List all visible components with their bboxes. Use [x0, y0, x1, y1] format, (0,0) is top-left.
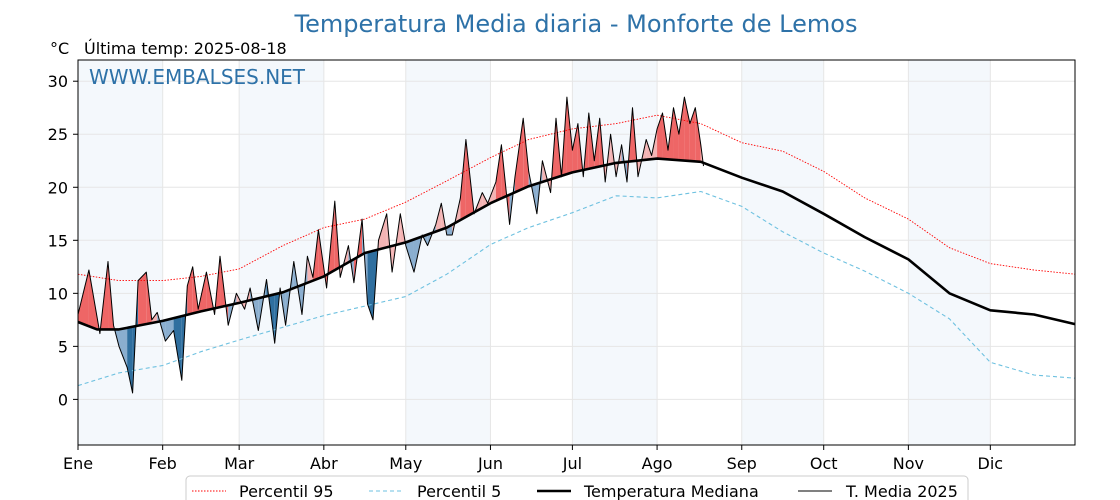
- deviation-fill: [566, 97, 573, 175]
- deviation-fill: [187, 266, 193, 315]
- y-unit-label: °C: [50, 39, 69, 58]
- month-band: [78, 60, 163, 445]
- y-tick-label: 15: [48, 231, 68, 250]
- watermark: WWW.EMBALSES.NET: [89, 65, 306, 89]
- legend: Percentil 95 Percentil 5 Temperatura Med…: [185, 475, 969, 500]
- month-band: [908, 60, 991, 445]
- x-tick-label: Nov: [893, 454, 924, 473]
- deviation-fill: [637, 139, 647, 177]
- x-tick-label: Ago: [642, 454, 673, 473]
- x-tick-label: Jun: [477, 454, 503, 473]
- deviation-fill: [367, 250, 374, 320]
- last-temp-label: Última temp: 2025-08-18: [84, 39, 287, 58]
- deviation-fill: [165, 318, 174, 342]
- month-band: [741, 60, 824, 445]
- month-band: [405, 60, 491, 445]
- y-tick-label: 25: [48, 125, 68, 144]
- deviation-fill: [627, 107, 633, 182]
- current-year-line: [77, 96, 704, 394]
- month-band: [239, 60, 324, 445]
- deviation-fill: [482, 192, 488, 208]
- deviation-fill: [695, 107, 701, 162]
- deviation-fill: [460, 139, 466, 220]
- legend-label-p5: Percentil 5: [417, 482, 501, 500]
- deviation-fill: [78, 270, 89, 327]
- month-band: [572, 60, 658, 445]
- percentil-95-line: [77, 114, 1076, 282]
- x-tick-label: Abr: [310, 454, 338, 473]
- x-tick-label: May: [389, 454, 422, 473]
- x-tick-label: Ene: [63, 454, 93, 473]
- x-tick-label: Oct: [810, 454, 838, 473]
- y-tick-label: 30: [48, 72, 68, 91]
- x-tick-label: Sep: [727, 454, 757, 473]
- month-bands: [78, 60, 991, 445]
- deviation-fill: [495, 144, 502, 201]
- y-tick-label: 0: [58, 390, 68, 409]
- deviation-fill: [657, 113, 663, 160]
- y-tick-label: 10: [48, 284, 68, 303]
- deviation-fill: [673, 107, 679, 161]
- x-tick-label: Mar: [224, 454, 255, 473]
- deviation-fill: [515, 118, 524, 193]
- x-axis: Ene Feb Mar Abr May Jun Jul Ago Sep Oct Nov Dic: [63, 445, 1003, 473]
- deviation-fill: [127, 326, 133, 394]
- deviation-fill: [572, 123, 578, 173]
- deviation-fill: [138, 272, 147, 326]
- x-tick-label: Dic: [978, 454, 1004, 473]
- y-tick-label: 20: [48, 178, 68, 197]
- percentil-5-line: [77, 190, 1076, 387]
- legend-label-2025: T. Media 2025: [845, 482, 958, 500]
- deviation-fill: [678, 97, 685, 161]
- deviation-fill: [684, 97, 690, 162]
- plot-frame: [77, 59, 1076, 446]
- legend-label-p95: Percentil 95: [239, 482, 334, 500]
- legend-box: [185, 475, 969, 500]
- y-axis: 0 5 10 15 20 25 30: [48, 72, 78, 409]
- y-tick-label: 5: [58, 337, 68, 356]
- series-lines: [77, 96, 1076, 394]
- chart-title: Temperatura Media diaria - Monforte de L…: [294, 10, 858, 38]
- deviation-fill: [616, 144, 622, 177]
- x-tick-label: Jul: [562, 454, 582, 473]
- deviation-fill: [118, 327, 128, 368]
- legend-label-median: Temperatura Mediana: [583, 482, 759, 500]
- deviation-fill: [173, 316, 182, 381]
- x-tick-label: Feb: [149, 454, 177, 473]
- median-line: [77, 157, 1076, 331]
- deviation-fill: [378, 213, 387, 250]
